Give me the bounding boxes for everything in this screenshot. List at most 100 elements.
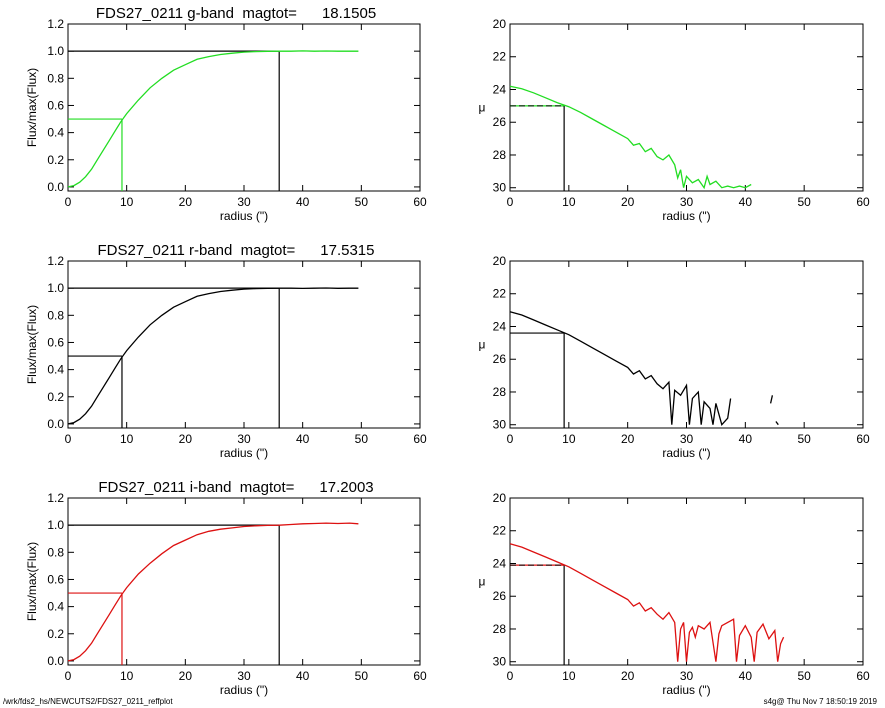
y-tick-label: 1.0 xyxy=(47,44,64,58)
x-tick-label: 0 xyxy=(507,669,514,683)
y-tick-label: 0.4 xyxy=(47,126,64,140)
y-axis-label: μ xyxy=(479,575,486,589)
x-tick-label: 60 xyxy=(856,432,870,446)
series-line-g xyxy=(67,50,359,188)
y-tick-label: 20 xyxy=(493,254,507,268)
x-tick-label: 30 xyxy=(237,669,251,683)
y-tick-label: 0.2 xyxy=(47,627,64,641)
x-tick-label: 50 xyxy=(797,432,811,446)
y-axis-label: μ xyxy=(479,338,486,352)
x-tick-label: 20 xyxy=(621,195,635,209)
x-tick-label: 60 xyxy=(856,669,870,683)
panel-i-growth-curve: 0 10 20 30 40 50 60 0.0 0.2 0.4 0.6 0.8 1.0 1.2 radius… xyxy=(25,479,427,697)
x-axis-label: radius (") xyxy=(220,446,268,460)
y-tick-label: 0.2 xyxy=(47,390,64,404)
series-line-g xyxy=(509,85,752,190)
x-axis-label: radius (") xyxy=(220,209,268,223)
y-tick-label: 30 xyxy=(493,418,507,432)
y-tick-label: 1.0 xyxy=(47,518,64,532)
x-tick-label: 10 xyxy=(120,432,134,446)
y-tick-label: 22 xyxy=(493,524,507,538)
y-tick-label: 0.0 xyxy=(47,180,64,194)
y-tick-label: 0.4 xyxy=(47,363,64,377)
plot-frame xyxy=(509,497,864,666)
y-tick-label: 0.2 xyxy=(47,153,64,167)
x-tick-label: 20 xyxy=(179,669,193,683)
y-tick-label: 0.4 xyxy=(47,600,64,614)
x-tick-label: 30 xyxy=(680,195,694,209)
y-tick-label: 28 xyxy=(493,622,507,636)
y-tick-label: 26 xyxy=(493,589,507,603)
footer-timestamp: s4g@ Thu Nov 7 18:50:19 2019 xyxy=(763,697,877,706)
y-tick-label: 28 xyxy=(493,148,507,162)
x-tick-label: 30 xyxy=(680,669,694,683)
plot-frame xyxy=(509,23,864,192)
y-tick-label: 24 xyxy=(493,82,507,96)
plot-title: FDS27_0211 g-band magtot= 18.1505 xyxy=(96,5,376,22)
x-tick-label: 40 xyxy=(739,669,753,683)
plot-frame xyxy=(509,260,864,429)
y-tick-label: 0.0 xyxy=(47,654,64,668)
plot-title: FDS27_0211 r-band magtot= 17.5315 xyxy=(98,242,375,259)
plot-frame xyxy=(67,260,421,429)
series-fragment-r xyxy=(769,395,774,404)
x-tick-label: 0 xyxy=(507,195,514,209)
x-tick-label: 60 xyxy=(413,432,427,446)
x-tick-label: 50 xyxy=(797,669,811,683)
y-tick-label: 0.0 xyxy=(47,417,64,431)
series-line-r xyxy=(509,311,732,427)
plot-frame xyxy=(67,497,421,666)
x-tick-label: 20 xyxy=(179,432,193,446)
x-tick-label: 0 xyxy=(65,432,72,446)
panel-g-growth-curve: 0 10 20 30 40 50 60 0.0 0.2 0.4 0.6 0.8 1.0 1.2 radius… xyxy=(25,5,427,223)
x-axis-label: radius (") xyxy=(662,209,710,223)
x-tick-label: 10 xyxy=(562,432,576,446)
y-tick-label: 20 xyxy=(493,491,507,505)
x-tick-label: 60 xyxy=(856,195,870,209)
x-tick-label: 20 xyxy=(179,195,193,209)
x-tick-label: 50 xyxy=(355,432,369,446)
series-line-i xyxy=(67,522,359,662)
y-tick-label: 20 xyxy=(493,17,507,31)
y-tick-label: 26 xyxy=(493,352,507,366)
x-tick-label: 40 xyxy=(296,432,310,446)
x-tick-label: 10 xyxy=(120,669,134,683)
x-tick-label: 10 xyxy=(562,669,576,683)
x-tick-label: 50 xyxy=(355,669,369,683)
y-tick-label: 22 xyxy=(493,50,507,64)
y-tick-label: 24 xyxy=(493,319,507,333)
y-axis-label: Flux/max(Flux) xyxy=(25,542,39,621)
plot-title: FDS27_0211 i-band magtot= 17.2003 xyxy=(98,479,373,496)
y-tick-label: 22 xyxy=(493,287,507,301)
y-axis-label: Flux/max(Flux) xyxy=(25,68,39,147)
x-tick-label: 20 xyxy=(621,432,635,446)
x-tick-label: 40 xyxy=(296,195,310,209)
plot-frame xyxy=(67,23,421,192)
y-axis-label: μ xyxy=(479,101,486,115)
y-tick-label: 26 xyxy=(493,115,507,129)
y-tick-label: 30 xyxy=(493,655,507,669)
panel-r-growth-curve: 0 10 20 30 40 50 60 0.0 0.2 0.4 0.6 0.8 1.0 1.2 radius… xyxy=(25,242,427,460)
y-tick-label: 30 xyxy=(493,181,507,195)
footer-path: /wrk/fds2_hs/NEWCUTS2/FDS27_0211_reffplo… xyxy=(3,697,173,706)
y-tick-label: 1.0 xyxy=(47,281,64,295)
x-tick-label: 20 xyxy=(621,669,635,683)
x-axis-label: radius (") xyxy=(662,683,710,697)
x-tick-label: 10 xyxy=(562,195,576,209)
x-tick-label: 10 xyxy=(120,195,134,209)
y-tick-label: 24 xyxy=(493,556,507,570)
x-tick-label: 60 xyxy=(413,195,427,209)
y-tick-label: 0.6 xyxy=(47,98,64,112)
x-tick-label: 60 xyxy=(413,669,427,683)
x-tick-label: 0 xyxy=(65,195,72,209)
x-tick-label: 50 xyxy=(355,195,369,209)
x-tick-label: 30 xyxy=(680,432,694,446)
y-tick-label: 1.2 xyxy=(47,254,64,268)
x-tick-label: 40 xyxy=(296,669,310,683)
y-tick-label: 0.6 xyxy=(47,572,64,586)
x-axis-label: radius (") xyxy=(220,683,268,697)
x-axis-label: radius (") xyxy=(662,446,710,460)
